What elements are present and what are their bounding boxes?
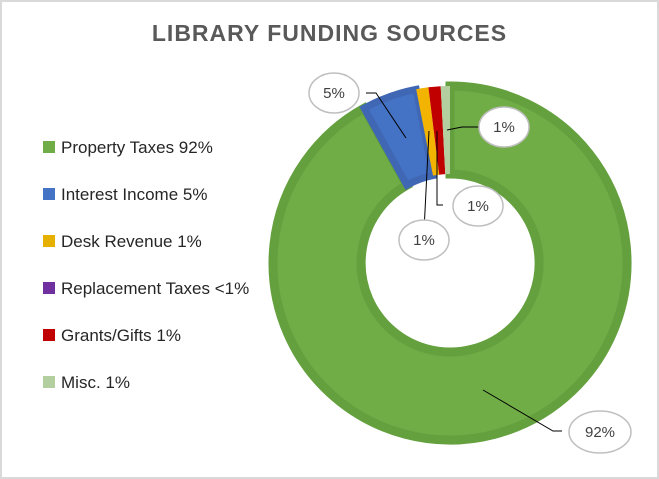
callout-desk <box>398 219 450 261</box>
leader-line-property <box>482 389 562 432</box>
swatch-icon <box>43 281 55 294</box>
legend-label: Interest Income 5% <box>61 185 208 204</box>
callout-misc <box>478 106 530 148</box>
swatch-icon <box>43 328 55 341</box>
legend-item-misc: Misc. 1% <box>43 373 130 397</box>
legend-item-property-taxes: Property Taxes 92% <box>43 138 213 162</box>
legend-item-desk-revenue: Desk Revenue 1% <box>43 232 202 256</box>
data-label-grants: 1% <box>467 198 489 215</box>
swatch-icon <box>43 140 55 153</box>
slice-misc <box>440 85 450 175</box>
legend-label: Grants/Gifts 1% <box>61 326 181 345</box>
slice-grants-gifts <box>428 86 446 175</box>
data-label-misc: 1% <box>493 119 515 136</box>
swatch-icon <box>43 234 55 247</box>
data-label-property: 92% <box>585 424 615 441</box>
legend-item-interest-income: Interest Income 5% <box>43 185 207 209</box>
legend-label: Replacement Taxes <1% <box>61 279 250 298</box>
callout-interest <box>308 72 360 114</box>
legend-item-replacement-taxes: Replacement Taxes <1% <box>43 279 249 303</box>
callout-property <box>568 410 632 454</box>
slice-property-taxes <box>268 81 632 445</box>
leader-line-desk <box>423 130 430 232</box>
slice-desk-revenue <box>416 87 440 176</box>
leader-line-misc <box>446 126 480 131</box>
chart-title: LIBRARY FUNDING SOURCES <box>151 20 508 46</box>
leader-line-interest <box>366 92 407 139</box>
legend-label: Misc. 1% <box>61 373 130 392</box>
swatch-icon <box>43 187 55 200</box>
data-label-desk: 1% <box>413 232 435 249</box>
legend-label: Property Taxes 92% <box>61 138 213 157</box>
swatch-icon <box>43 375 55 388</box>
callout-grants <box>452 185 504 227</box>
legend-label: Desk Revenue 1% <box>61 232 202 251</box>
data-label-interest: 5% <box>323 85 345 102</box>
legend-item-grants-gifts: Grants/Gifts 1% <box>43 326 181 350</box>
leader-line-grants <box>436 131 443 206</box>
